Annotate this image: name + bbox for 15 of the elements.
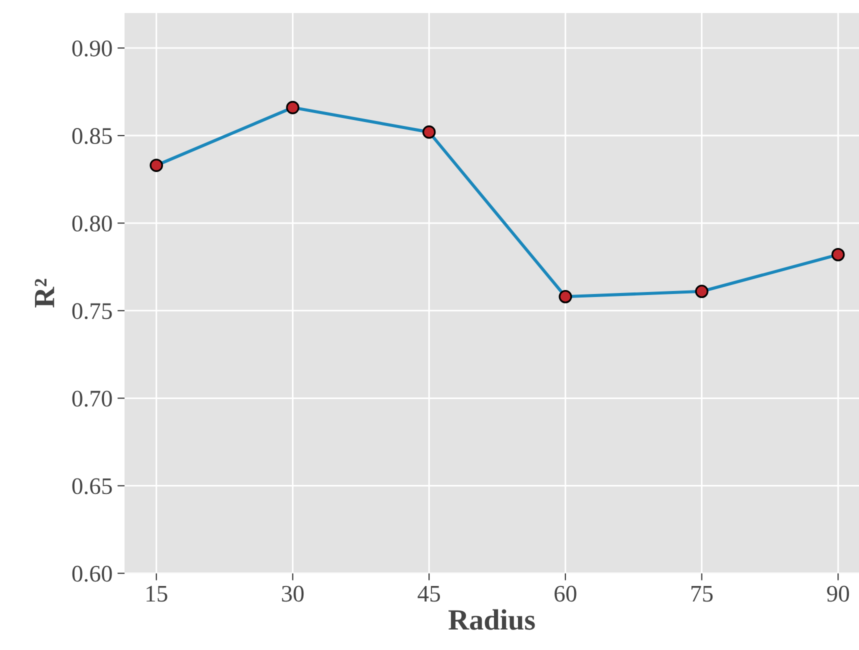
y-axis-title: R² <box>34 278 54 308</box>
y-tick-label: 0.60 <box>72 566 112 582</box>
y-tick-label: 0.65 <box>72 478 112 494</box>
x-tick-label: 30 <box>282 586 304 602</box>
x-tick-label: 60 <box>554 586 576 602</box>
y-tick-label: 0.85 <box>72 128 112 144</box>
y-tick-label: 0.70 <box>72 390 112 407</box>
x-tick-label: 45 <box>418 586 440 602</box>
x-tick-label: 90 <box>827 586 849 602</box>
y-tick-label: 0.90 <box>72 40 112 57</box>
x-tick-label: 15 <box>146 586 168 602</box>
x-axis-title: Radius <box>448 609 535 630</box>
x-tick-label: 75 <box>692 586 713 602</box>
y-tick-label: 0.80 <box>72 216 112 232</box>
y-tick-label: 0.75 <box>72 303 112 320</box>
